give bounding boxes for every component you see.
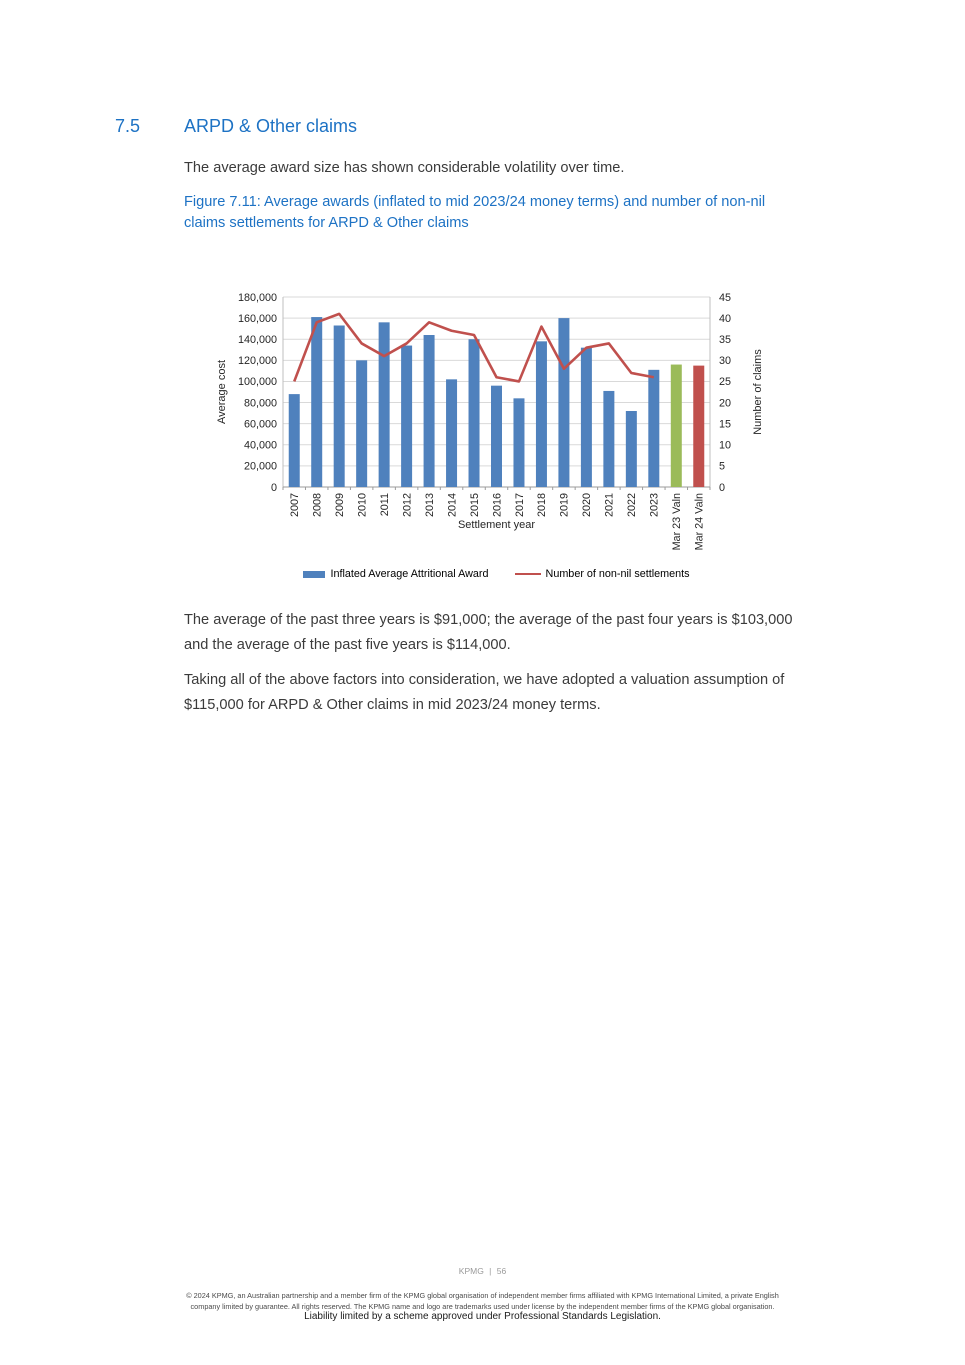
figure-caption: Figure 7.11: Average awards (inflated to… [184, 194, 766, 231]
y-left-tick-label: 80,000 [244, 397, 277, 409]
y-left-tick-label: 120,000 [238, 355, 277, 367]
x-tick-label-2014: 2014 [446, 493, 458, 517]
x-tick-label-2020: 2020 [581, 493, 593, 517]
x-tick-label-2023: 2023 [649, 493, 661, 517]
x-tick-label-2021: 2021 [604, 493, 616, 517]
section-heading: 7.5 ARPD & Other claims [115, 116, 357, 137]
bar-2018 [535, 341, 547, 487]
bar-2020 [580, 347, 592, 487]
y-right-tick-label: 35 [719, 334, 731, 346]
x-tick-label-2016: 2016 [491, 493, 503, 517]
y-left-tick-label: 20,000 [244, 461, 277, 473]
y-right-tick-label: 10 [719, 440, 731, 452]
bar-2010 [356, 360, 368, 487]
x-tick-label-2011: 2011 [379, 493, 391, 516]
y-axis-title-right: Number of claims [752, 349, 764, 435]
bar-2014 [446, 379, 458, 487]
y-right-tick-label: 25 [719, 376, 731, 388]
x-tick-label-2022: 2022 [626, 493, 638, 517]
section-title: ARPD & Other claims [184, 116, 358, 136]
chart-legend: Inflated Average Attritional Award Numbe… [283, 568, 710, 580]
legend-label-line-series: Number of non-nil settlements [545, 568, 690, 580]
y-right-tick-label: 40 [719, 313, 731, 325]
bar-2008 [311, 317, 323, 487]
x-tick-label-2018: 2018 [536, 493, 548, 517]
line-number-of-non-nil-settlements [293, 312, 655, 383]
page-marker: KPMG | 56 [458, 1266, 507, 1276]
y-left-tick-label: 160,000 [238, 313, 277, 325]
body-paragraph-assumption: Taking all of the above factors into con… [184, 672, 785, 713]
y-axis-title-left: Average cost [216, 360, 228, 424]
y-right-tick-label: 15 [719, 418, 731, 430]
bar-2013 [423, 335, 435, 487]
legend-label-bar-series: Inflated Average Attritional Award [330, 568, 489, 580]
x-tick-label-2017: 2017 [514, 493, 526, 517]
footer-liability-note: Liability limited by a scheme approved u… [304, 1311, 661, 1322]
x-tick-label-2015: 2015 [469, 493, 481, 517]
y-left-tick-label: 40,000 [244, 440, 277, 452]
y-right-tick-label: 30 [719, 355, 731, 367]
x-tick-label-2019: 2019 [559, 493, 571, 517]
bar-Mar 24 Valn [693, 365, 705, 487]
x-tick-label-Mar 24 Valn: Mar 24 Valn [694, 493, 706, 550]
y-left-tick-label: 140,000 [238, 334, 277, 346]
y-right-tick-label: 0 [719, 482, 725, 494]
bar-2023 [648, 369, 660, 487]
bar-2009 [333, 325, 345, 487]
x-tick-label-2008: 2008 [312, 493, 324, 517]
bar-2019 [558, 318, 570, 487]
y-left-tick-label: 60,000 [244, 418, 277, 430]
x-tick-label-2007: 2007 [289, 493, 301, 517]
footer-disclaimer: © 2024 KPMG, an Australian partnership a… [186, 1291, 779, 1311]
bar-Mar 23 Valn [670, 364, 682, 487]
bar-2016 [491, 385, 502, 487]
legend-item-bar-series: Inflated Average Attritional Award [303, 568, 489, 580]
y-left-tick-label: 100,000 [238, 376, 277, 388]
y-right-tick-label: 20 [719, 397, 731, 409]
figure-7-11-chart: 0 20,000 40,000 60,000 80,000 100,000 120,000 1… [215, 283, 775, 588]
x-tick-label-2010: 2010 [356, 493, 368, 517]
y-right-tick-label: 45 [719, 292, 731, 304]
body-paragraph-averages: The average of the past three years is $… [184, 612, 793, 653]
x-tick-label-2013: 2013 [424, 493, 436, 517]
x-tick-label-2012: 2012 [401, 493, 413, 517]
intro-paragraph: The average award size has shown conside… [184, 160, 625, 176]
bar-2021 [603, 390, 615, 487]
bar-series-swatch [303, 570, 326, 578]
bar-2022 [625, 411, 637, 487]
x-tick-label-2009: 2009 [334, 493, 346, 517]
y-left-tick-label: 180,000 [238, 292, 277, 304]
bar-2017 [513, 398, 525, 487]
legend-item-line-series: Number of non-nil settlements [514, 568, 690, 580]
bar-2012 [401, 345, 413, 487]
bar-2015 [468, 339, 480, 487]
y-left-tick-label: 0 [271, 482, 277, 494]
x-axis-title: Settlement year [458, 519, 535, 531]
x-tick-label-Mar 23 Valn: Mar 23 Valn [671, 493, 683, 550]
y-right-tick-label: 5 [719, 461, 725, 473]
section-number: 7.5 [115, 116, 141, 136]
line-series-swatch [514, 572, 541, 576]
bar-2011 [378, 322, 390, 487]
bar-2007 [288, 394, 300, 487]
figure-7-11-chart-svg: 0 20,000 40,000 60,000 80,000 100,000 120,000 1… [216, 292, 764, 551]
